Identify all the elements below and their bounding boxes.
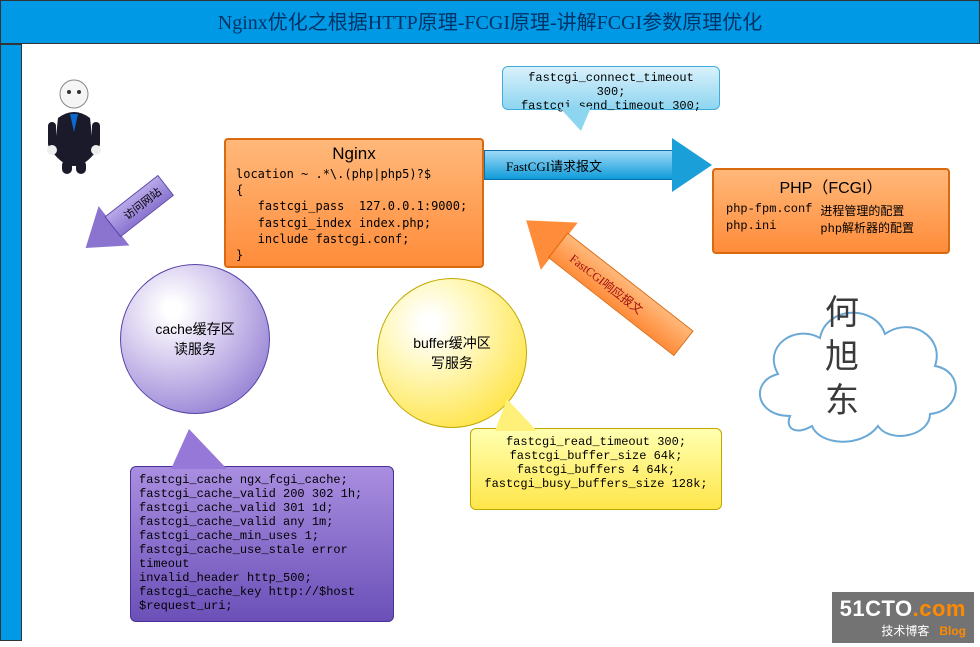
author-c2: 旭 (818, 336, 866, 380)
php-title: PHP（FCGI） (722, 174, 940, 198)
watermark: 51CTO.com 技术博客 Blog (832, 592, 974, 643)
cache-line2: 读服务 (174, 339, 216, 359)
cache-l4: fastcgi_cache_valid any 1m; (139, 515, 385, 529)
timeout-line1: fastcgi_connect_timeout 300; (511, 71, 711, 99)
nginx-config-box: Nginx location ~ .*\.(php|php5)?$ { fast… (224, 138, 484, 268)
response-arrow: FastCGI响应报文 (502, 189, 709, 375)
cache-l5: fastcgi_cache_min_uses 1; (139, 529, 385, 543)
buffer-line1: buffer缓冲区 (413, 333, 491, 353)
request-arrow-label: FastCGI请求报文 (506, 156, 602, 175)
author-name: 何 旭 东 (818, 292, 866, 425)
nginx-title: Nginx (236, 144, 472, 164)
cache-l3: fastcgi_cache_valid 301 1d; (139, 501, 385, 515)
user-icon (40, 76, 108, 176)
cache-l9: $request_uri; (139, 599, 385, 613)
wm-blog: Blog (939, 624, 966, 638)
php-row2-desc: php解析器的配置 (816, 219, 918, 236)
cache-l8: fastcgi_cache_key http://$host (139, 585, 385, 599)
buf-l1: fastcgi_read_timeout 300; (477, 435, 715, 449)
timeout-line2: fastcgi_send_timeout 300; (511, 99, 711, 113)
buffer-callout: fastcgi_read_timeout 300; fastcgi_buffer… (470, 428, 722, 510)
frame-left-bar (0, 44, 22, 641)
cache-l7: invalid_header http_500; (139, 571, 385, 585)
response-arrow-label: FastCGI响应报文 (566, 250, 646, 318)
page-title: Nginx优化之根据HTTP原理-FCGI原理-讲解FCGI参数原理优化 (218, 12, 762, 34)
php-fcgi-box: PHP（FCGI） php-fpm.conf 进程管理的配置 php.ini p… (712, 168, 950, 254)
wm-sub: 技术博客 (881, 624, 929, 638)
cache-l6: fastcgi_cache_use_stale error timeout (139, 543, 385, 571)
buffer-line2: 写服务 (431, 353, 473, 373)
timeout-callout: fastcgi_connect_timeout 300; fastcgi_sen… (502, 66, 720, 110)
cache-callout: fastcgi_cache ngx_fcgi_cache; fastcgi_ca… (130, 466, 394, 622)
wm-site: 51CTO (840, 596, 913, 621)
buf-l2: fastcgi_buffer_size 64k; (477, 449, 715, 463)
wm-dom: .com (913, 596, 966, 621)
php-row2-file: php.ini (722, 219, 816, 236)
cache-l1: fastcgi_cache ngx_fcgi_cache; (139, 473, 385, 487)
author-c3: 东 (818, 380, 866, 424)
buf-l4: fastcgi_busy_buffers_size 128k; (477, 477, 715, 491)
author-c1: 何 (818, 292, 866, 336)
page-title-bar: Nginx优化之根据HTTP原理-FCGI原理-讲解FCGI参数原理优化 (0, 0, 980, 44)
request-arrow: FastCGI请求报文 (484, 138, 712, 192)
php-row1-desc: 进程管理的配置 (816, 202, 918, 219)
buf-l3: fastcgi_buffers 4 64k; (477, 463, 715, 477)
cache-circle: cache缓存区 读服务 (120, 264, 270, 414)
nginx-config: location ~ .*\.(php|php5)?$ { fastcgi_pa… (236, 166, 472, 263)
cache-l2: fastcgi_cache_valid 200 302 1h; (139, 487, 385, 501)
php-row1-file: php-fpm.conf (722, 202, 816, 219)
cache-line1: cache缓存区 (155, 319, 234, 339)
